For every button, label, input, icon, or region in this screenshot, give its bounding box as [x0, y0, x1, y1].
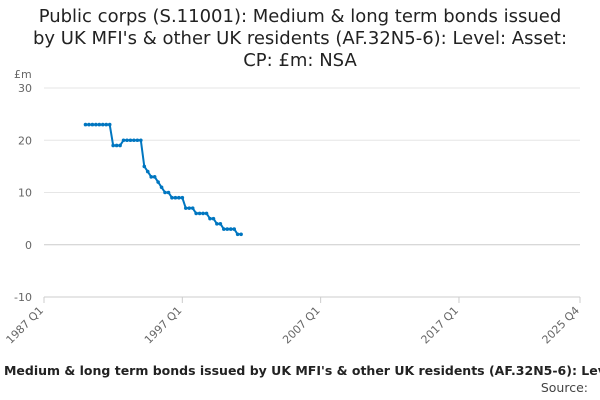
data-point: [208, 216, 212, 221]
y-tick-label: -10: [14, 291, 32, 304]
data-point: [183, 206, 188, 210]
data-point: [173, 195, 178, 200]
data-point: [94, 122, 98, 127]
data-point: [132, 138, 136, 143]
data-point: [145, 169, 150, 174]
data-point: [204, 211, 209, 216]
data-point: [194, 211, 198, 216]
chart-title-line: CP: £m: NSA: [243, 50, 357, 71]
y-tick-label: 10: [18, 187, 32, 200]
data-point: [139, 138, 143, 143]
data-point: [190, 206, 195, 210]
data-point: [225, 227, 230, 231]
data-point: [163, 190, 167, 195]
data-point: [187, 206, 192, 210]
source-label: Source:: [540, 380, 588, 395]
x-tick-label: 2025 Q4: [540, 304, 583, 347]
data-point: [239, 232, 243, 237]
data-point: [83, 122, 88, 127]
data-point: [135, 138, 140, 143]
data-point: [121, 138, 126, 143]
data-point: [125, 138, 129, 143]
legend[interactable]: Public corps (S.11001): Medium & long te…: [0, 363, 600, 381]
y-axis-label: £m: [14, 68, 32, 81]
data-point: [114, 143, 119, 148]
data-point: [118, 143, 122, 148]
data-point: [197, 211, 202, 216]
chart-title: Public corps (S.11001): Medium & long te…: [0, 6, 600, 72]
data-point: [211, 216, 216, 221]
data-point: [201, 211, 205, 216]
legend-series-label: Public corps (S.11001): Medium & long te…: [0, 363, 600, 378]
data-point: [142, 164, 147, 169]
data-point: [107, 122, 112, 127]
y-tick-label: 0: [25, 239, 32, 252]
x-tick-label: 1987 Q1: [4, 304, 47, 347]
y-tick-label: 30: [18, 82, 32, 95]
series-line: [84, 123, 243, 236]
data-point: [97, 122, 102, 127]
data-point: [177, 195, 181, 200]
data-point: [222, 227, 226, 231]
data-point: [149, 175, 153, 179]
data-point: [166, 190, 171, 195]
x-tick-label: 2017 Q1: [419, 304, 462, 347]
data-point: [170, 195, 174, 200]
data-point: [156, 180, 160, 184]
y-tick-label: 20: [18, 134, 32, 147]
data-point: [111, 143, 115, 148]
data-point: [90, 122, 95, 127]
data-point: [104, 122, 109, 127]
x-tick-label: 1997 Q1: [142, 304, 185, 347]
x-tick-label: 2007 Q1: [280, 304, 323, 347]
data-point: [215, 222, 219, 226]
data-point: [180, 195, 185, 200]
chart-title-line: Public corps (S.11001): Medium & long te…: [38, 6, 562, 27]
data-point: [128, 138, 133, 143]
data-point: [100, 122, 105, 127]
data-point: [228, 227, 233, 231]
chart-title-line: by UK MFI's & other UK residents (AF.32N…: [32, 28, 568, 49]
data-point: [152, 175, 157, 179]
data-point: [159, 185, 164, 190]
data-point: [87, 122, 91, 127]
data-point: [218, 222, 223, 226]
data-point: [235, 232, 240, 237]
data-point: [232, 227, 236, 231]
